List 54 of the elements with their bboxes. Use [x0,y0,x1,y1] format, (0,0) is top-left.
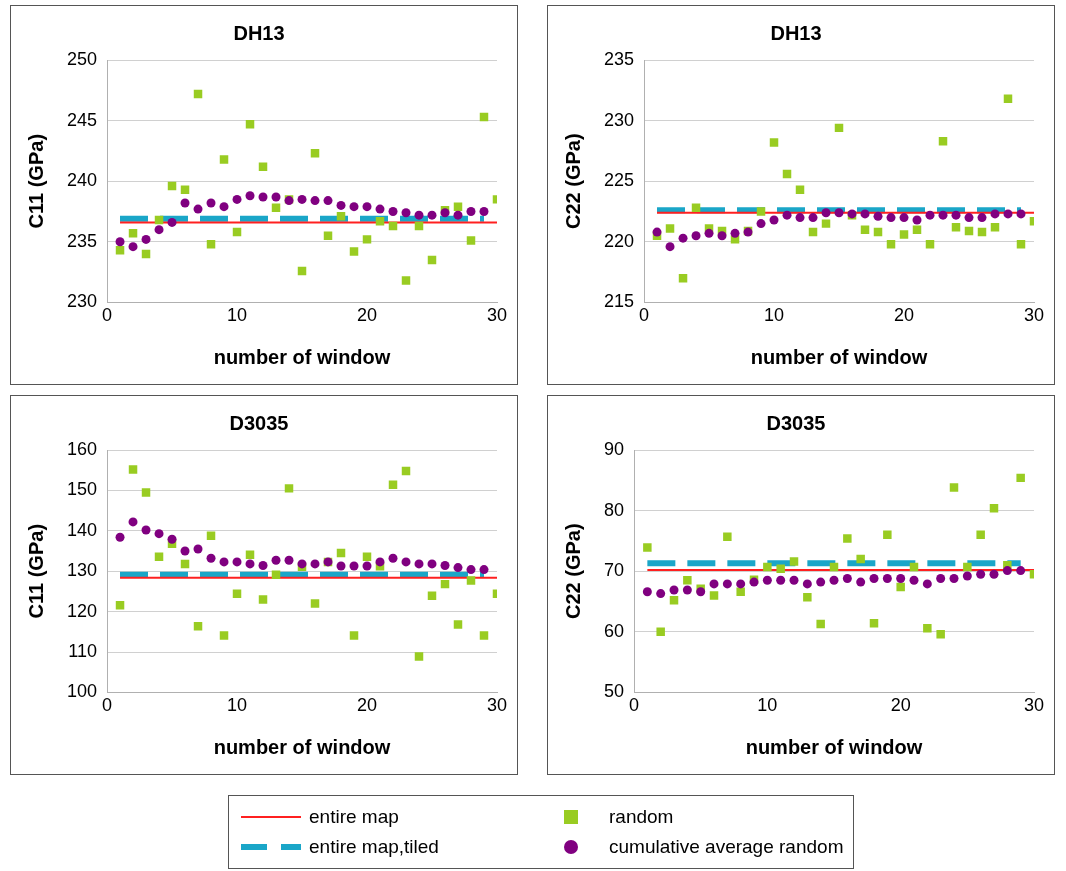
y-tick-label: 235 [66,230,98,251]
x-tick-label: 20 [894,305,915,326]
y-tick-label: 235 [603,48,635,69]
legend-label: entire map,tiled [309,836,439,858]
x-axis-title: number of window [213,345,391,368]
x-tick-label: 10 [764,305,785,326]
x-tick-label: 0 [102,305,113,326]
x-axis-title: number of window [750,345,928,368]
x-tick-label: 30 [486,695,508,716]
x-tick-label: 20 [890,695,911,716]
chart-title: D3035 [229,411,289,434]
x-axis-title: number of window [745,735,923,758]
y-axis-title: C22 (GPa) [561,133,584,229]
y-tick-label: 160 [66,438,98,459]
x-axis-title: number of window [213,735,391,758]
x-tick-label: 20 [357,305,378,326]
legend-label: entire map [309,806,399,828]
y-tick-label: 140 [66,519,98,540]
y-tick-label: 225 [603,170,635,191]
y-tick-label: 250 [66,48,98,69]
x-tick-label: 0 [629,695,640,716]
y-axis-title: C22 (GPa) [561,523,584,619]
y-tick-label: 230 [603,109,635,130]
y-tick-label: 150 [66,479,98,500]
y-tick-label: 240 [66,170,98,191]
y-tick-label: 60 [603,620,625,641]
chart-title: D3035 [766,411,826,434]
x-tick-label: 30 [486,305,508,326]
y-tick-label: 220 [603,230,635,251]
x-tick-label: 30 [1023,305,1045,326]
y-tick-label: 130 [66,560,98,581]
y-tick-label: 100 [66,681,98,702]
x-tick-label: 10 [227,305,248,326]
y-tick-label: 80 [603,499,625,520]
chart-title: DH13 [770,21,822,44]
x-tick-label: 10 [757,695,778,716]
x-tick-label: 10 [227,695,248,716]
y-tick-label: 70 [603,560,625,581]
y-tick-label: 110 [68,640,98,661]
y-tick-label: 215 [603,291,635,312]
x-tick-label: 30 [1023,695,1045,716]
legend-label: cumulative average random [609,836,844,858]
y-tick-label: 230 [66,291,98,312]
y-tick-label: 245 [66,109,98,130]
x-tick-label: 0 [639,305,650,326]
y-tick-label: 50 [603,681,625,702]
legend-label: random [609,806,674,828]
chart-title: DH13 [233,21,285,44]
y-tick-label: 90 [603,438,625,459]
x-tick-label: 0 [102,695,113,716]
y-axis-title: C11 (GPa) [24,523,47,619]
y-axis-title: C11 (GPa) [24,133,47,229]
y-tick-label: 120 [66,600,98,621]
x-tick-label: 20 [357,695,378,716]
